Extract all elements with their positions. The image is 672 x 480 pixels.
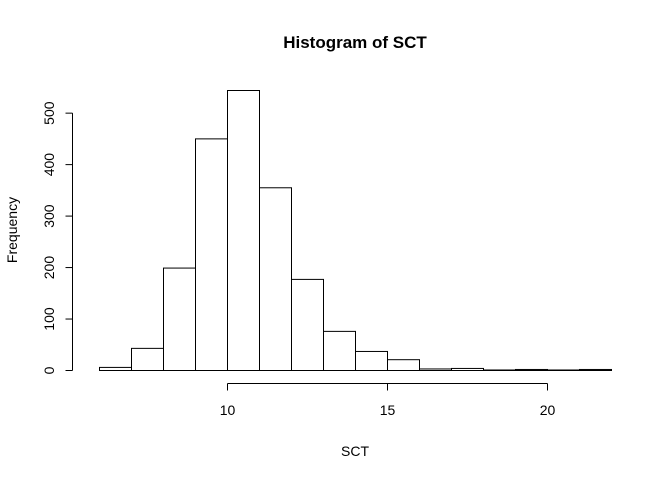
histogram-bar: [515, 368, 548, 371]
y-tick-label: 400: [41, 153, 57, 177]
y-tick-label: 300: [41, 204, 57, 228]
histogram-bar: [131, 347, 164, 371]
x-tick-label: 15: [380, 402, 396, 418]
y-tick-label: 0: [41, 366, 57, 374]
x-tick-label: 20: [540, 402, 556, 418]
x-axis-label: SCT: [341, 443, 369, 459]
histogram-bar: [291, 278, 324, 372]
histogram-bar: [419, 368, 452, 371]
histogram-bar: [323, 330, 356, 371]
histogram-bar: [163, 267, 196, 371]
y-axis: 0 100 200 300 400 500: [41, 101, 73, 374]
histogram-bar: [483, 369, 516, 371]
histogram-bar: [355, 350, 388, 371]
histogram-bar: [259, 187, 292, 371]
y-tick-label: 200: [41, 256, 57, 280]
x-axis: 10 15 20: [220, 383, 556, 418]
histogram-bar: [387, 359, 420, 371]
histogram-bar: [451, 367, 484, 371]
histogram-bar: [195, 138, 228, 371]
histogram-bar: [547, 369, 580, 371]
y-tick-label: 500: [41, 101, 57, 125]
histogram-bar: [227, 90, 260, 371]
chart-title: Histogram of SCT: [283, 33, 427, 52]
histogram-bar: [579, 368, 612, 371]
y-tick-label: 100: [41, 307, 57, 331]
histogram-bar: [99, 366, 132, 372]
y-axis-label: Frequency: [4, 197, 20, 263]
bars-group: [99, 90, 612, 372]
x-tick-label: 10: [220, 402, 236, 418]
